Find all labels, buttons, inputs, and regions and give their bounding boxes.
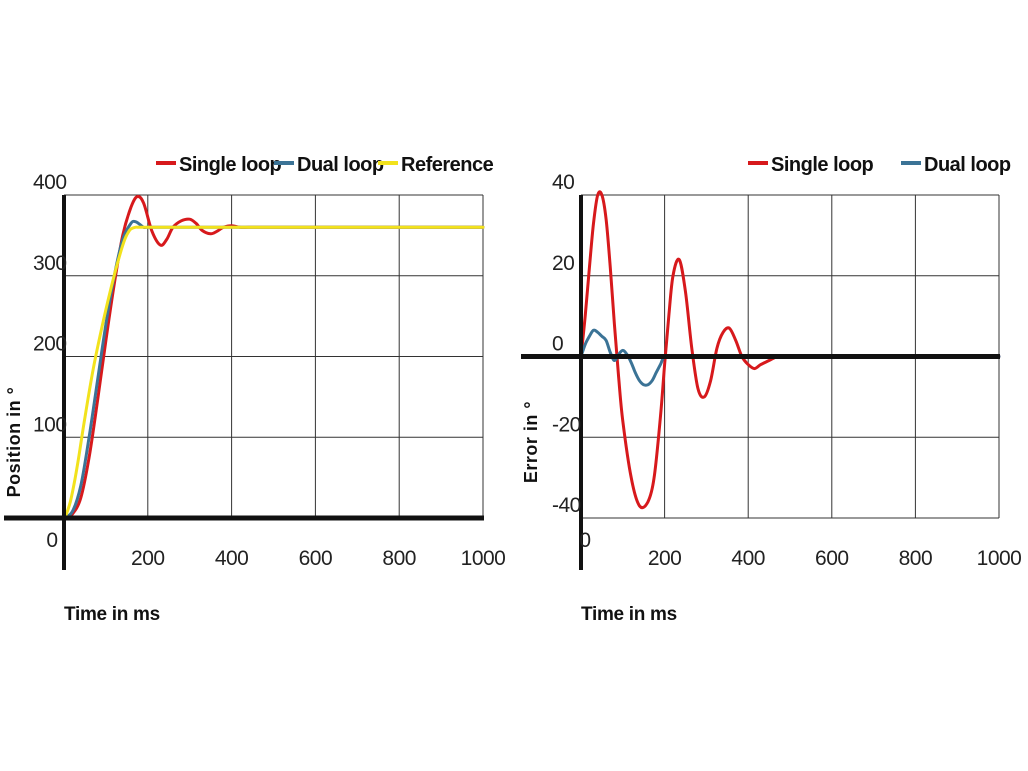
error-lines [579,190,1001,510]
legend-label-single-loop: Single loop [179,154,282,176]
y-tick-label: -40 [552,494,581,517]
y-tick-label: 100 [33,413,67,436]
position-grid [64,194,484,518]
error-y-axis-label: Error in ° [521,401,541,483]
series-line-dual-loop [62,219,485,520]
x-tick-label: 800 [899,547,933,570]
x-tick-label: 600 [299,547,333,570]
origin-tick-label: 0 [579,529,590,552]
position-x-axis-label: Time in ms [64,604,160,625]
x-tick-label: 200 [131,547,165,570]
y-tick-label: 0 [552,333,563,356]
y-tick-label: 400 [33,171,67,194]
x-tick-label: 1000 [461,547,506,570]
y-tick-label: 200 [33,333,67,356]
position-axes [4,195,484,570]
y-tick-label: 300 [33,252,67,275]
y-tick-label: 20 [552,252,574,275]
x-tick-label: 1000 [977,547,1022,570]
legend-label-dual-loop: Dual loop [297,154,384,176]
x-tick-label: 400 [731,547,765,570]
error-axes [521,195,1000,570]
series-line-single-loop [62,194,485,520]
y-tick-label: 40 [552,171,574,194]
error-x-axis-label: Time in ms [581,604,677,625]
y-tick-label: -20 [552,413,581,436]
x-tick-label: 200 [648,547,682,570]
legend-label-single-loop: Single loop [771,154,874,176]
position-tick-labels: 200 400 600 800 1000 0 100 200 300 400 [33,171,506,570]
x-tick-label: 400 [215,547,249,570]
position-y-axis-label: Position in ° [4,387,24,498]
legend-label-reference: Reference [401,154,494,176]
series-line-reference [62,225,485,520]
origin-tick-label: 0 [46,529,57,552]
position-legend: Single loop Dual loop Reference [156,154,494,176]
error-legend: Single loop Dual loop [748,154,1011,176]
legend-label-dual-loop: Dual loop [924,154,1011,176]
x-tick-label: 800 [382,547,416,570]
position-chart: 200 400 600 800 1000 0 100 200 300 400 Single loo… [4,154,506,625]
x-tick-label: 600 [815,547,849,570]
series-line-single-loop [579,190,1001,510]
position-lines [62,194,485,520]
